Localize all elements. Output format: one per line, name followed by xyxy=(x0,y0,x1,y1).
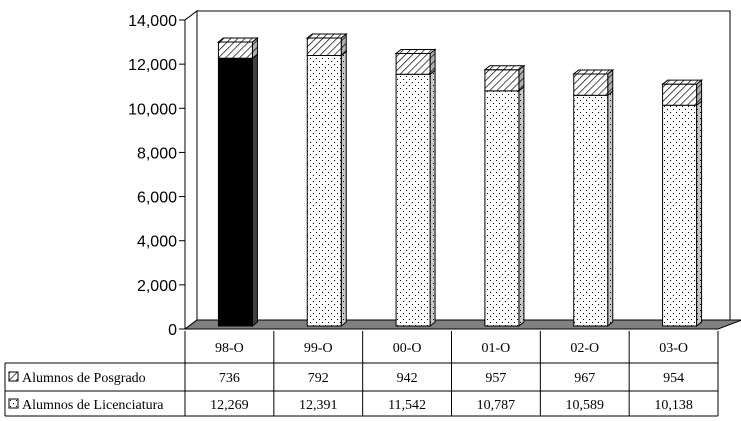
data-label: 736 xyxy=(219,371,240,386)
category-label: 00-O xyxy=(393,341,422,356)
legend-swatch xyxy=(8,371,19,382)
bar-licenciatura xyxy=(395,73,431,327)
data-label: 12,391 xyxy=(299,398,338,413)
bar-posgrado-top xyxy=(483,65,526,71)
bar-posgrado-top xyxy=(305,33,348,39)
y-axis: 0 2,000 4,000 6,000 8,000 10,000 12,000 14,000 xyxy=(128,13,186,339)
legend-label: Alumnos de Licenciatura xyxy=(22,398,164,413)
side-wall xyxy=(184,10,198,330)
y-tick-label: 12,000 xyxy=(128,57,177,74)
back-wall xyxy=(196,10,731,321)
bar-licenciatura-side xyxy=(607,90,614,328)
category-label: 98-O xyxy=(215,341,244,356)
category-label: 01-O xyxy=(482,341,511,356)
bar-posgrado-top xyxy=(394,48,437,54)
legend-swatch xyxy=(8,398,19,409)
y-tick-label: 4,000 xyxy=(137,234,177,251)
data-label: 12,269 xyxy=(210,398,249,413)
bars xyxy=(216,32,704,328)
bar-posgrado-top xyxy=(661,79,704,85)
bar-posgrado-top xyxy=(572,69,615,75)
y-tick-label: 2,000 xyxy=(137,278,177,295)
bar-licenciatura-side xyxy=(251,53,258,328)
floor-plane xyxy=(183,319,741,330)
y-tick-label: 10,000 xyxy=(128,101,177,118)
data-label: 10,589 xyxy=(566,398,605,413)
bar-licenciatura xyxy=(217,57,253,327)
category-label: 99-O xyxy=(304,341,333,356)
bar-licenciatura-side xyxy=(696,100,703,328)
plot-floor xyxy=(183,319,741,330)
legend-label: Alumnos de Posgrado xyxy=(22,371,146,386)
data-label: 10,138 xyxy=(654,398,693,413)
bar-licenciatura-side xyxy=(340,50,347,328)
data-label: 10,787 xyxy=(477,398,516,413)
bar-posgrado xyxy=(484,69,520,92)
data-label: 11,542 xyxy=(388,398,426,413)
bar-licenciatura xyxy=(573,94,609,327)
bar-posgrado xyxy=(306,37,342,57)
y-tick-label: 14,000 xyxy=(128,13,177,30)
category-label: 03-O xyxy=(659,341,688,356)
bar-posgrado-top xyxy=(216,37,259,43)
data-label: 967 xyxy=(574,371,595,386)
data-label: 954 xyxy=(663,371,684,386)
y-tick-label: 0 xyxy=(168,322,177,339)
data-label: 957 xyxy=(485,371,506,386)
bar-licenciatura xyxy=(662,104,698,327)
y-tick-label: 8,000 xyxy=(137,145,177,162)
bar-licenciatura xyxy=(306,55,342,327)
bar-posgrado xyxy=(395,52,431,75)
data-table: 98-O 99-O 00-O 01-O 02-O 03-O Alumnos de Posgr… xyxy=(4,331,719,417)
category-label: 02-O xyxy=(570,341,599,356)
y-tick-label: 6,000 xyxy=(137,190,177,207)
data-label: 792 xyxy=(308,371,329,386)
bar-licenciatura-side xyxy=(518,85,525,328)
bar-licenciatura-side xyxy=(429,69,436,328)
bar-posgrado xyxy=(573,73,609,96)
bar-posgrado xyxy=(662,83,698,106)
bar-posgrado xyxy=(217,41,253,59)
plot-walls xyxy=(184,10,731,330)
bar-licenciatura xyxy=(484,90,520,327)
data-label: 942 xyxy=(397,371,418,386)
